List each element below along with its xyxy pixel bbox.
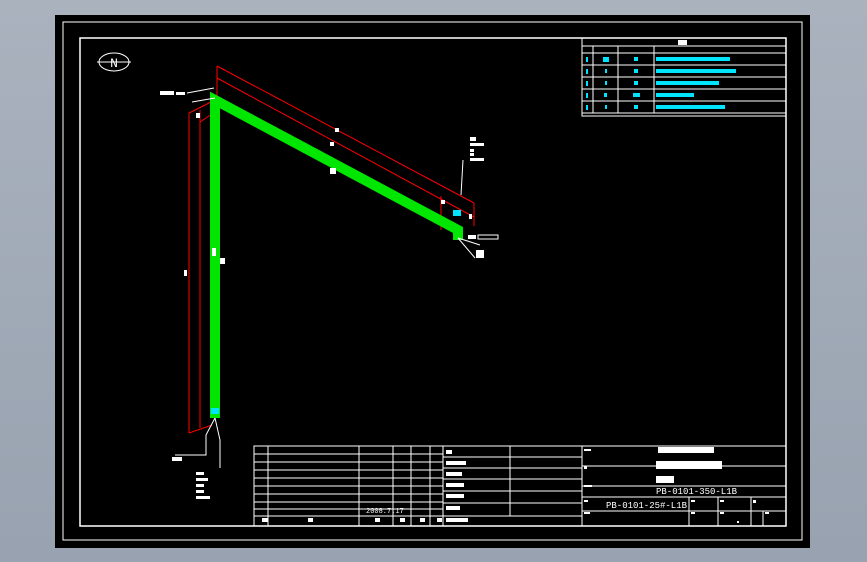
annotation-labels — [160, 91, 484, 499]
date-text: 2008.7.17 — [366, 508, 404, 516]
drawing-number: PB-0101-25#-L1B — [606, 501, 688, 511]
drawing-number-main: PB-0101-350-L1B — [656, 487, 738, 497]
north-arrow-icon: N — [97, 52, 131, 72]
title-block-labels — [262, 447, 769, 523]
material-table — [581, 37, 787, 117]
svg-text:N: N — [110, 56, 118, 71]
outer-border — [62, 21, 803, 541]
leader-lines — [175, 87, 499, 468]
dimension-lines — [188, 65, 475, 434]
pipe-route[interactable] — [210, 91, 463, 418]
title-block — [253, 445, 787, 527]
